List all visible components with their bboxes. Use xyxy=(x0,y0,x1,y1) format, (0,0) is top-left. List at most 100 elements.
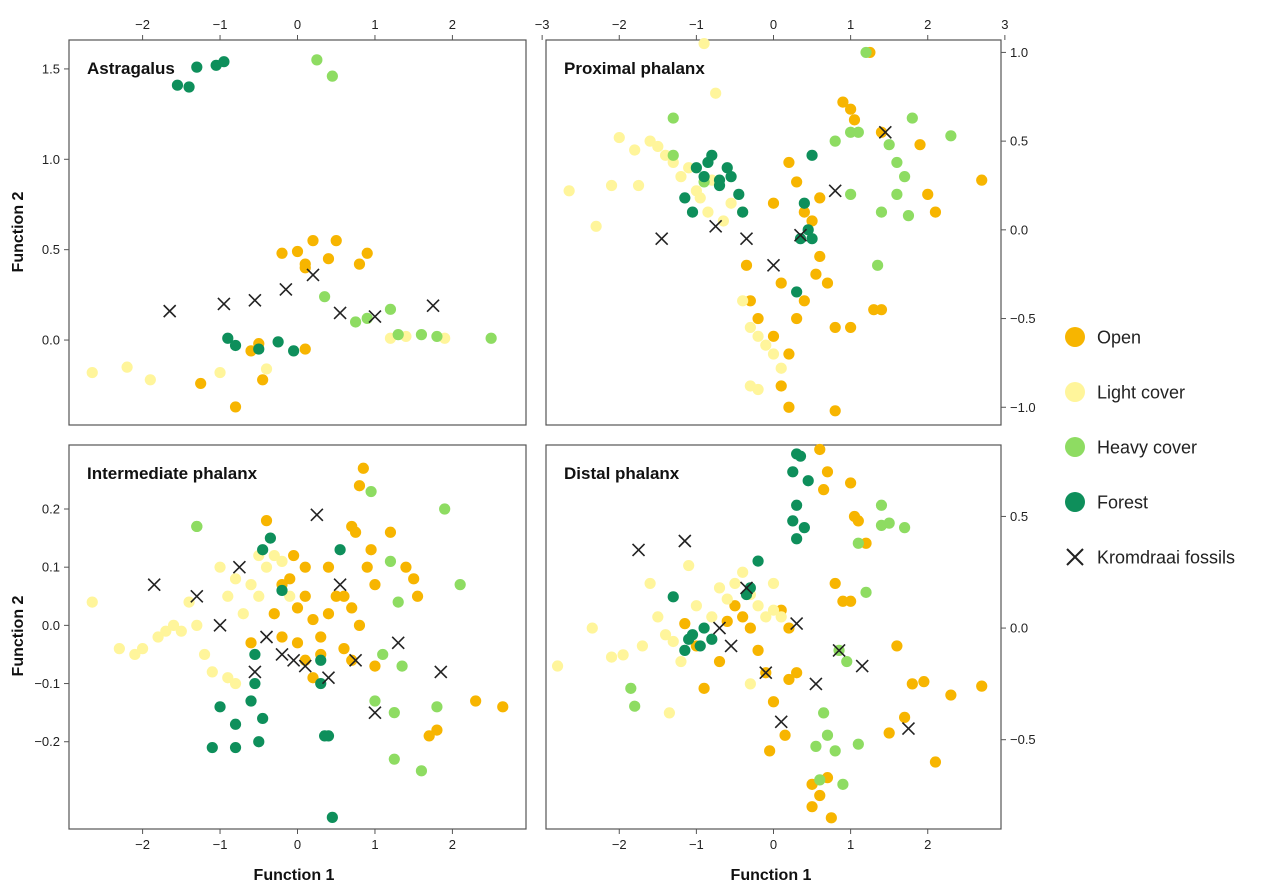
point-forest xyxy=(218,56,230,68)
point-light-cover xyxy=(652,140,664,153)
point-heavy-cover xyxy=(319,291,331,303)
point-open xyxy=(791,176,803,188)
point-light-cover xyxy=(237,608,249,620)
panel-frame xyxy=(68,444,527,830)
point-heavy-cover xyxy=(852,537,864,549)
point-light-cover xyxy=(760,339,772,351)
point-light-cover xyxy=(605,651,618,663)
point-open xyxy=(299,654,311,666)
point-heavy-cover xyxy=(883,139,895,151)
point-open xyxy=(929,756,942,768)
panel-1: −3 −2 −1 0 1 2 3 −1.0 −0.5 0.0 0.5 1.0 Proximal phal… xyxy=(535,17,1036,426)
point-open xyxy=(361,247,373,259)
point-open xyxy=(365,544,377,556)
point-forest xyxy=(683,633,695,645)
panel-title: Proximal phalanx xyxy=(564,59,705,78)
point-open xyxy=(291,245,304,258)
point-open xyxy=(268,608,280,620)
point-heavy-cover xyxy=(625,682,637,694)
point-light-cover xyxy=(744,678,756,690)
point-kromdraai-fossils xyxy=(739,581,754,595)
point-light-cover xyxy=(86,366,98,379)
x-tick-label: −1 xyxy=(213,837,228,852)
point-open xyxy=(837,595,849,607)
point-kromdraai-fossils xyxy=(275,647,289,662)
point-open xyxy=(821,277,834,289)
y-tick-label: 1.0 xyxy=(42,152,60,167)
y-tick-label: −0.5 xyxy=(1010,732,1036,747)
point-open xyxy=(497,701,509,713)
point-light-cover xyxy=(268,549,280,562)
point-light-cover xyxy=(129,648,141,661)
point-light-cover xyxy=(683,559,695,572)
point-forest xyxy=(787,466,799,478)
y-tick-label: 0.0 xyxy=(42,618,60,633)
point-open xyxy=(860,537,872,549)
point-open xyxy=(423,730,435,742)
point-open xyxy=(829,577,841,590)
point-forest xyxy=(253,736,265,748)
point-forest xyxy=(721,162,733,174)
point-heavy-cover xyxy=(415,329,428,341)
point-open xyxy=(353,258,366,270)
y-tick-label: −0.2 xyxy=(34,734,60,749)
y-tick-label: 0.5 xyxy=(1010,134,1028,149)
function2-label-bottom: Function 2 xyxy=(10,595,27,676)
legend-item-heavy-cover: Heavy cover xyxy=(1065,437,1197,458)
point-heavy-cover xyxy=(841,655,853,668)
x-tick-label: 1 xyxy=(847,837,854,852)
point-open xyxy=(783,348,795,360)
point-forest xyxy=(791,286,803,298)
legend: Open Light cover Heavy cover Forest Kromdraa… xyxy=(1065,327,1235,568)
point-forest xyxy=(229,339,242,352)
point-kromdraai-fossils xyxy=(368,309,382,324)
point-forest xyxy=(222,332,234,344)
point-open xyxy=(899,711,911,723)
point-open xyxy=(431,724,443,736)
point-light-cover xyxy=(675,171,687,183)
point-light-cover xyxy=(222,590,234,602)
point-light-cover xyxy=(659,149,672,161)
point-light-cover xyxy=(652,611,664,623)
point-forest xyxy=(740,588,753,601)
point-light-cover xyxy=(121,361,133,373)
point-forest xyxy=(752,555,764,567)
point-open xyxy=(775,380,787,392)
point-open xyxy=(883,727,895,739)
point-open xyxy=(810,268,822,280)
point-open xyxy=(945,689,957,701)
point-open xyxy=(257,374,269,386)
point-kromdraai-fossils xyxy=(793,228,808,242)
point-light-cover xyxy=(737,295,749,307)
point-forest xyxy=(214,701,226,713)
point-forest xyxy=(686,206,699,218)
point-open xyxy=(322,253,335,265)
point-heavy-cover xyxy=(845,126,857,138)
point-light-cover xyxy=(698,37,710,50)
point-open xyxy=(929,206,942,218)
point-open xyxy=(276,631,288,643)
point-kromdraai-fossils xyxy=(259,630,274,644)
point-open xyxy=(744,622,756,634)
y-tick-label: −0.1 xyxy=(34,676,60,691)
point-open xyxy=(922,188,934,200)
y-tick-label: 0.1 xyxy=(42,560,60,575)
point-light-cover xyxy=(702,206,714,218)
point-open xyxy=(744,295,756,307)
point-light-cover xyxy=(260,561,273,573)
point-heavy-cover xyxy=(392,596,404,608)
point-light-cover xyxy=(586,622,598,634)
point-light-cover xyxy=(229,677,242,690)
point-open xyxy=(814,789,826,802)
legend-label: Forest xyxy=(1097,493,1148,513)
y-tick-label: 0.2 xyxy=(42,502,60,517)
point-heavy-cover xyxy=(392,329,404,341)
point-open xyxy=(384,526,397,538)
point-open xyxy=(845,321,857,334)
point-forest xyxy=(806,233,818,245)
point-light-cover xyxy=(706,611,718,623)
point-open xyxy=(411,590,424,602)
point-forest xyxy=(791,499,803,511)
point-light-cover xyxy=(675,655,687,668)
